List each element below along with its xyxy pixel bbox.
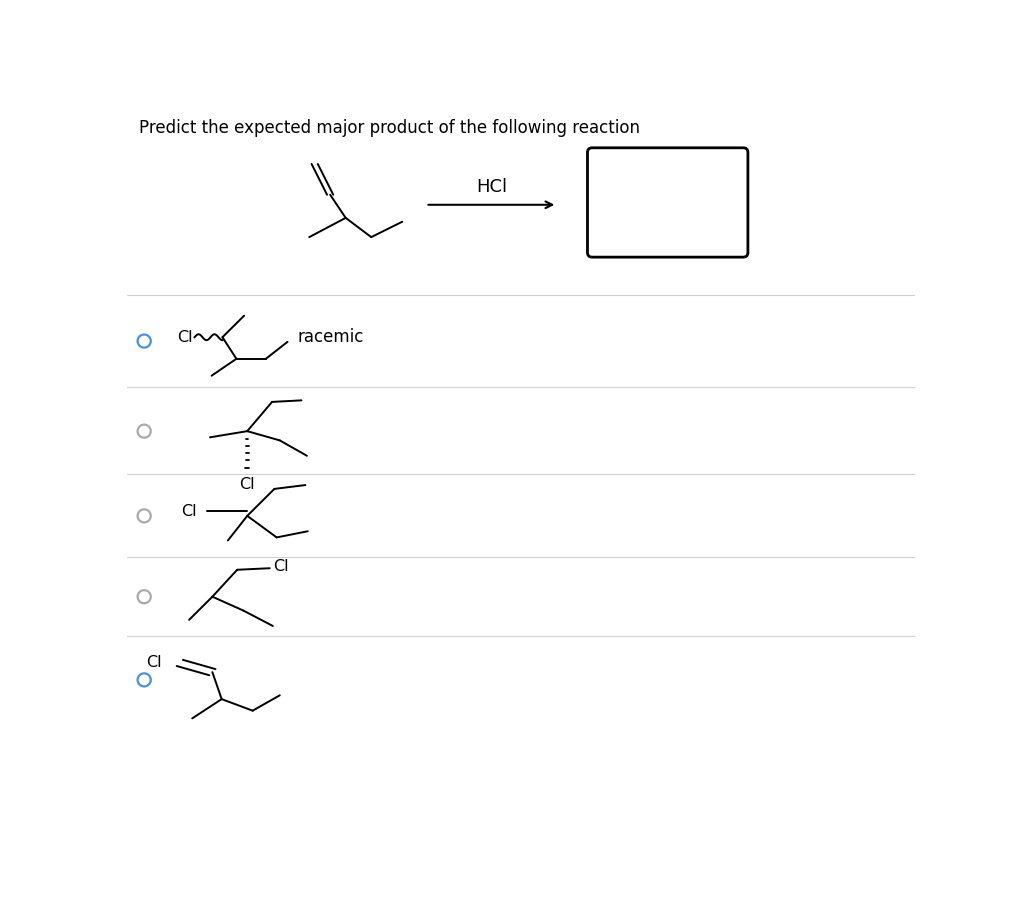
- Text: Cl: Cl: [239, 477, 255, 491]
- Text: Cl: Cl: [177, 330, 193, 345]
- Text: Cl: Cl: [146, 656, 162, 671]
- Text: Cl: Cl: [273, 559, 289, 574]
- Text: HCl: HCl: [476, 178, 506, 196]
- FancyBboxPatch shape: [588, 148, 747, 257]
- Text: Predict the expected major product of the following reaction: Predict the expected major product of th…: [138, 119, 640, 137]
- Text: racemic: racemic: [298, 329, 364, 347]
- Text: Cl: Cl: [181, 504, 197, 519]
